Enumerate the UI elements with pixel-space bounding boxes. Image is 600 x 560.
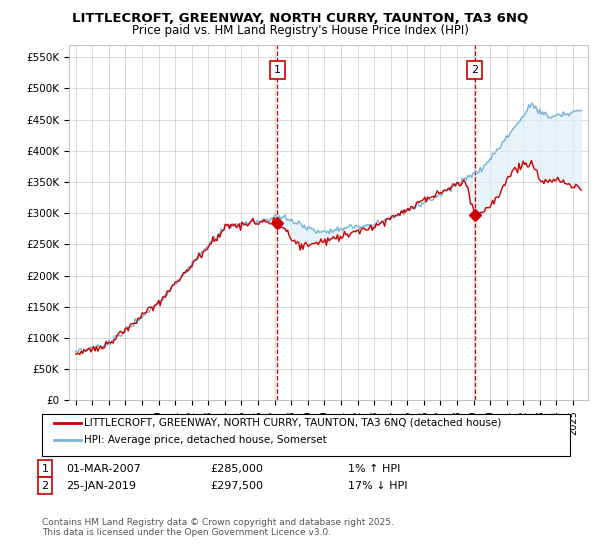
Text: LITTLECROFT, GREENWAY, NORTH CURRY, TAUNTON, TA3 6NQ: LITTLECROFT, GREENWAY, NORTH CURRY, TAUN… [72,12,528,25]
Text: 1: 1 [274,65,281,74]
Text: LITTLECROFT, GREENWAY, NORTH CURRY, TAUNTON, TA3 6NQ (detached house): LITTLECROFT, GREENWAY, NORTH CURRY, TAUN… [84,418,502,428]
Text: £297,500: £297,500 [210,480,263,491]
Text: 1% ↑ HPI: 1% ↑ HPI [348,464,400,474]
Text: 01-MAR-2007: 01-MAR-2007 [66,464,141,474]
Text: HPI: Average price, detached house, Somerset: HPI: Average price, detached house, Some… [84,435,327,445]
Text: 1: 1 [41,464,49,474]
Text: Contains HM Land Registry data © Crown copyright and database right 2025.
This d: Contains HM Land Registry data © Crown c… [42,518,394,538]
Text: Price paid vs. HM Land Registry's House Price Index (HPI): Price paid vs. HM Land Registry's House … [131,24,469,36]
Text: £285,000: £285,000 [210,464,263,474]
Text: 17% ↓ HPI: 17% ↓ HPI [348,480,407,491]
Text: 2: 2 [41,480,49,491]
Text: 2: 2 [471,65,478,74]
Text: 25-JAN-2019: 25-JAN-2019 [66,480,136,491]
